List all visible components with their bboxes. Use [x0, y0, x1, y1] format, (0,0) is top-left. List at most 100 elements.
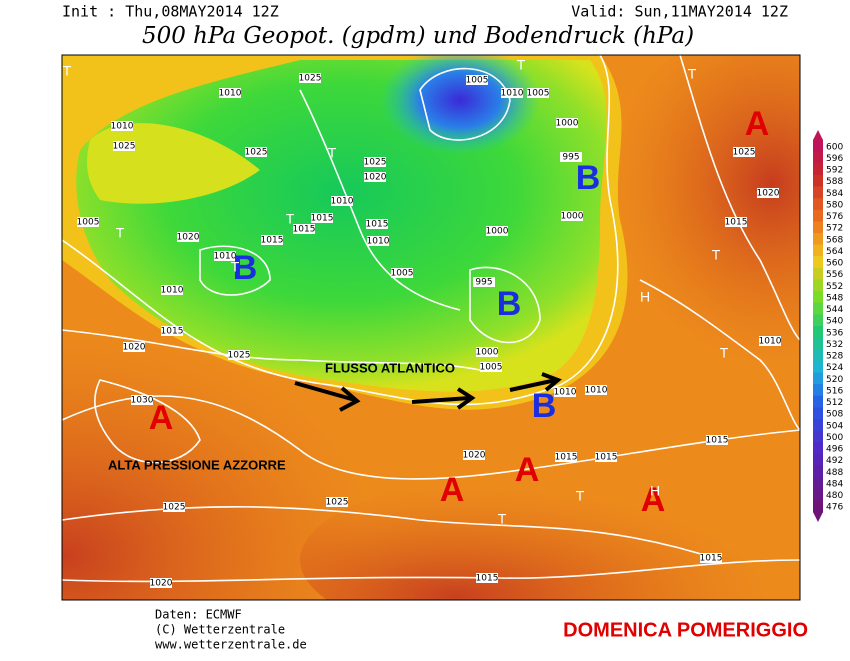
isobar-label-bg [245, 147, 267, 157]
colorbar-swatch [813, 233, 823, 246]
colorbar-label: 580 [826, 200, 843, 210]
colorbar-swatch [813, 326, 823, 339]
isobar-label: 1010 [585, 386, 608, 396]
colorbar-swatch [813, 221, 823, 234]
pressure-center: B [532, 387, 557, 425]
pressure-symbol: T [688, 66, 697, 82]
isobar-label-bg [364, 157, 386, 167]
isobar-label-bg [219, 88, 241, 98]
colorbar-label: 508 [826, 410, 843, 420]
isobar-label-bg [706, 435, 728, 445]
isobar-label-bg [585, 385, 607, 395]
isobar-label-bg [560, 152, 582, 162]
colorbar-swatch [813, 267, 823, 280]
colorbar-label: 532 [826, 340, 843, 350]
colorbar-label: 512 [826, 398, 843, 408]
isobar-label: 1015 [725, 218, 748, 228]
isobar-label-bg [554, 387, 576, 397]
pressure-center: A [149, 399, 174, 437]
colorbar-label: 492 [826, 456, 843, 466]
isobar-label: 1020 [177, 233, 200, 243]
colorbar-label: 528 [826, 352, 843, 362]
isobar-label: 1015 [293, 225, 316, 235]
isobar-label-bg [480, 362, 502, 372]
isobar-label: 1020 [364, 173, 387, 183]
isobar-label: 1010 [331, 197, 354, 207]
isobar-label-bg [759, 336, 781, 346]
colorbar-label: 544 [826, 305, 843, 315]
isobar-label: 1010 [554, 388, 577, 398]
isobar-label-bg [757, 188, 779, 198]
pressure-center: A [515, 451, 540, 489]
isobar-label: 1015 [706, 436, 729, 446]
pressure-center: A [440, 471, 465, 509]
isobar-label: 1000 [476, 348, 499, 358]
flow-arrows [294, 372, 562, 412]
colorbar-swatch [813, 384, 823, 397]
colorbar-label: 548 [826, 293, 843, 303]
colorbar-swatch [813, 453, 823, 466]
colorbar-label: 588 [826, 177, 843, 187]
colorbar-label: 516 [826, 386, 843, 396]
colorbar-swatch [813, 488, 823, 501]
isobar-label: 1015 [366, 220, 389, 230]
isobar-label-bg [366, 219, 388, 229]
isobar-label-bg [555, 452, 577, 462]
isobar-label: 1010 [214, 252, 237, 262]
isobar-label: 1025 [364, 158, 387, 168]
isobar-label: 995 [475, 278, 492, 288]
isobar-label-bg [331, 196, 353, 206]
colorbar-label: 536 [826, 328, 843, 338]
isobar-label-bg [228, 350, 250, 360]
pressure-symbol: T [720, 345, 729, 361]
isobar-label: 1005 [480, 363, 503, 373]
valid-time: Valid: Sun,11MAY2014 12Z [571, 3, 788, 21]
colorbar-swatch [813, 314, 823, 327]
pressure-symbol: T [63, 63, 72, 79]
colorbar-label: 552 [826, 282, 843, 292]
isobar-label: 1005 [391, 269, 414, 279]
pressure-symbol: T [286, 211, 295, 227]
isobar-label-bg [123, 342, 145, 352]
isobar-label: 1015 [161, 327, 184, 337]
colorbar-label: 540 [826, 317, 843, 327]
isobar-label-bg [111, 121, 133, 131]
colorbar-swatch [813, 302, 823, 315]
pressure-symbol: T [517, 57, 526, 73]
pressure-center: B [497, 285, 522, 323]
isobar-label: 1005 [466, 76, 489, 86]
isobar-label: 1025 [113, 142, 136, 152]
isobar-label-bg [556, 118, 578, 128]
isobar-label: 1025 [228, 351, 251, 361]
pressure-center: A [745, 105, 770, 143]
colorbar-swatch [813, 209, 823, 222]
isobar-label-bg [595, 452, 617, 462]
colorbar-label: 600 [826, 142, 843, 152]
isobar-label: 1015 [476, 574, 499, 584]
colorbar-label: 520 [826, 375, 843, 385]
isobar-label: 1020 [123, 343, 146, 353]
isobar-label-bg [463, 450, 485, 460]
isobar-label-bg [725, 217, 747, 227]
isobar-label: 1015 [700, 554, 723, 564]
pressure-symbol: H [640, 289, 650, 305]
isobar-label-bg [150, 578, 172, 588]
pressure-symbol: T [328, 145, 337, 161]
map-field: 1025 1010 1010 1025 1025 1005 1010 1005 1000 995 1… [62, 55, 800, 600]
pressure-symbol: T [712, 247, 721, 263]
pressure-center: B [233, 249, 258, 287]
isobar-label-bg [177, 232, 199, 242]
isobar-label: 1025 [245, 148, 268, 158]
colorbar-swatch [813, 500, 823, 513]
credit-line: (C) Wetterzentrale [155, 623, 285, 637]
isobar-label-bg [163, 502, 185, 512]
colorbar-label: 584 [826, 189, 843, 199]
colorbar-tip [813, 130, 823, 140]
colorbar-swatch [813, 256, 823, 269]
colorbar-label: 556 [826, 270, 843, 280]
colorbar-swatch [813, 430, 823, 443]
isobar-label-bg [214, 251, 236, 261]
colorbar-label: 568 [826, 235, 843, 245]
